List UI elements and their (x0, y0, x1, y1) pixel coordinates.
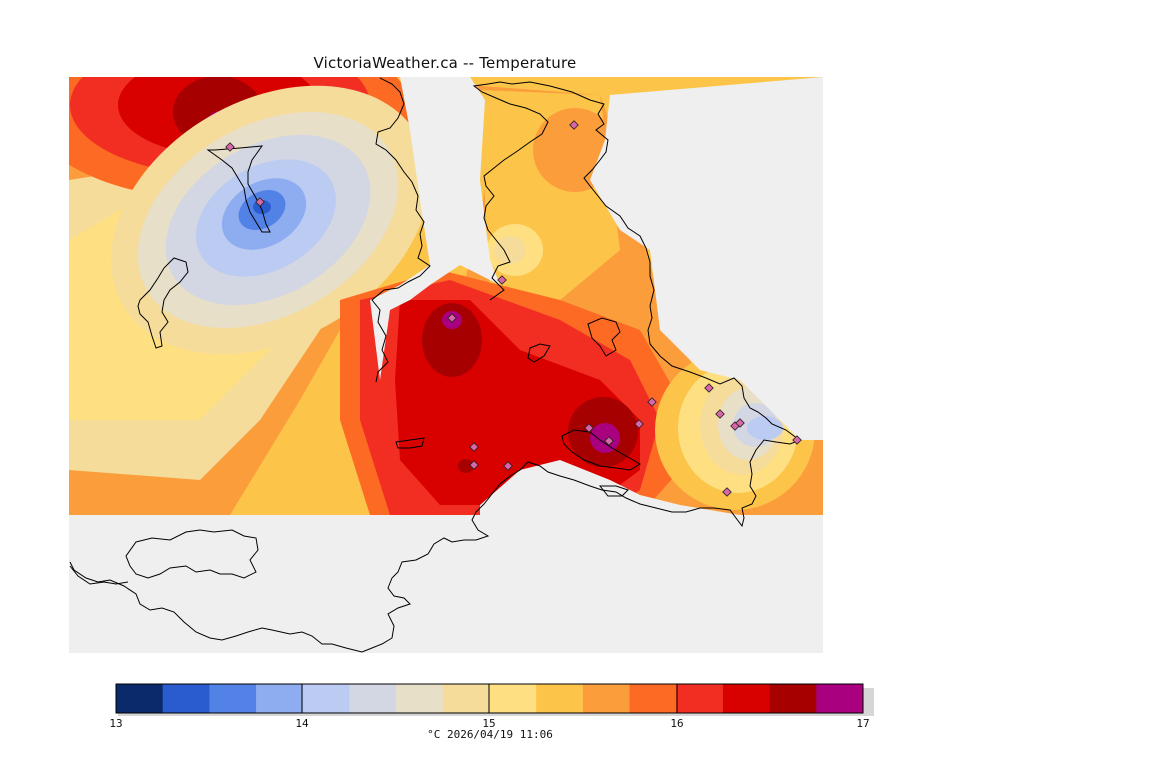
color-bar-tick-label: 14 (295, 717, 309, 730)
water-strait (370, 77, 500, 380)
weather-stations (225, 120, 802, 497)
color-bar-cell (582, 684, 631, 713)
hot-spot-central (340, 270, 680, 515)
color-bar-cell (769, 684, 817, 713)
color-bar-cell (676, 684, 724, 713)
color-bar-cell (349, 684, 397, 713)
color-bar-cell (116, 684, 164, 713)
color-bar-cell (256, 684, 304, 713)
color-bar-cell (536, 684, 584, 713)
color-bar-tick-label: 16 (670, 717, 683, 730)
color-bar-cell (442, 684, 490, 713)
color-bar-cell (302, 684, 350, 713)
color-bar-ticks (301, 684, 678, 713)
color-bar-tick-label: 17 (856, 717, 869, 730)
color-bar-tick-label: 15 (482, 717, 495, 730)
map-title: VictoriaWeather.ca -- Temperature (313, 54, 577, 72)
color-bar-cell (209, 684, 257, 713)
cool-patch-north-inner (494, 236, 526, 264)
color-bar-cell (722, 684, 771, 713)
color-bar-cell (396, 684, 444, 713)
cold-spot-west (111, 85, 429, 355)
units-and-timestamp: °C 2026/04/19 11:06 (427, 728, 553, 741)
color-bar-tick-label: 13 (109, 717, 122, 730)
coastlines (69, 77, 802, 653)
color-bar-cell (816, 684, 864, 713)
color-bar-cell (489, 684, 537, 713)
color-bar-cells (115, 683, 864, 714)
color-bar-cell (629, 684, 677, 713)
water-east (590, 77, 823, 440)
color-bar-cell (162, 684, 210, 713)
water-south (480, 460, 740, 515)
